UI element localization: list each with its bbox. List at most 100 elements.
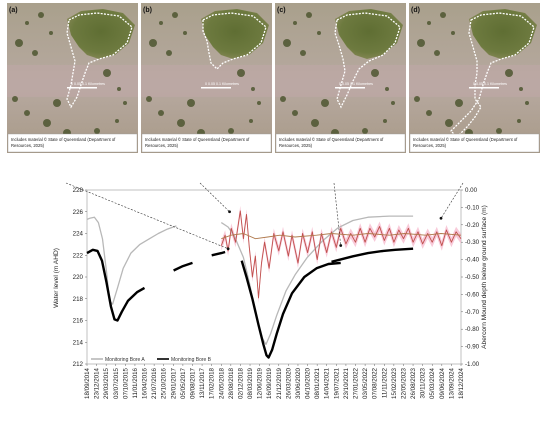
series-layer — [86, 210, 462, 359]
y2-axis-label: Abercorn Mound depth below ground surfac… — [481, 205, 488, 349]
credit-text: Resources, 2025) — [279, 143, 313, 148]
credit-box — [141, 133, 272, 153]
x-tick-label: 26/08/2023 — [410, 367, 417, 399]
panel-strip — [275, 65, 406, 97]
tree — [53, 99, 61, 107]
scale-bar — [335, 87, 365, 89]
series-bore-b — [331, 247, 414, 263]
y2-tick-label: -0.20 — [465, 222, 480, 229]
tree — [177, 119, 185, 127]
x-tick-label: 21/12/2019 — [276, 367, 283, 399]
x-tick-label: 05/03/2024 — [429, 367, 436, 399]
y-tick-label: 218 — [73, 296, 84, 303]
tree — [283, 39, 291, 47]
tree — [249, 119, 253, 123]
tree — [306, 12, 312, 18]
tree — [427, 21, 431, 25]
y-tick-label: 222 — [73, 252, 84, 259]
credit-text: Includes material © State of Queensland … — [279, 137, 384, 142]
x-tick-label: 30/06/2020 — [295, 367, 302, 399]
y-tick-label: 212 — [73, 361, 84, 368]
y-tick-label: 214 — [73, 339, 84, 346]
credit-box — [409, 133, 540, 153]
mound-depth-band — [221, 205, 461, 303]
y-axis-left: 212 214 216 218 220 222 224 226 228 — [73, 187, 87, 368]
tree — [25, 21, 29, 25]
tree — [146, 96, 152, 102]
series-bore-b — [86, 248, 146, 322]
x-tick-label: 16/09/2019 — [266, 367, 273, 399]
panel-strip — [141, 65, 272, 97]
x-tick-label: 25/10/2016 — [161, 367, 168, 399]
connector-arrow-3 — [339, 244, 343, 247]
x-tick-label: 07/10/2015 — [122, 367, 129, 399]
scale-label: 0 0.05 0.1 Kilometres — [71, 82, 105, 86]
x-tick-label: 18/09/2014 — [84, 367, 91, 399]
series-mound-depth — [220, 210, 462, 299]
series-bore-b — [240, 260, 341, 359]
tree — [293, 21, 297, 25]
y2-tick-label: 0.00 — [465, 187, 478, 194]
x-tick-label: 08/01/2021 — [314, 367, 321, 399]
x-tick-label: 27/01/2022 — [353, 367, 360, 399]
tree — [49, 31, 53, 35]
credit-box — [7, 133, 138, 153]
x-tick-label: 17/02/2018 — [209, 367, 216, 399]
plot-area — [86, 189, 462, 365]
tree — [38, 12, 44, 18]
satellite-panel-2: 0 0.05 0.1 Kilometres (b) Includes materia… — [141, 3, 272, 153]
x-tick-label: 07/08/2022 — [372, 367, 379, 399]
x-tick-label: 05/05/2017 — [180, 367, 187, 399]
y2-tick-label: -0.80 — [465, 326, 480, 333]
scale-bar — [201, 87, 231, 89]
mound-boundary — [334, 12, 401, 109]
series-bore-a — [86, 216, 177, 305]
tree — [280, 96, 286, 102]
y2-tick-label: -0.40 — [465, 257, 480, 264]
y2-tick-label: -0.50 — [465, 274, 480, 281]
scale-label: 0 0.05 0.1 Kilometres — [339, 82, 373, 86]
mound-vegetation — [335, 9, 403, 59]
tree — [505, 69, 513, 77]
y2-tick-label: -0.10 — [465, 204, 480, 211]
tree — [149, 39, 157, 47]
panel-strip — [7, 65, 138, 97]
mound-boundary — [202, 12, 267, 70]
tree — [159, 21, 163, 25]
mound-boundary — [66, 12, 133, 109]
series-bore-b — [173, 261, 193, 272]
y-tick-label: 226 — [73, 209, 84, 216]
mound-vegetation — [469, 9, 537, 59]
x-tick-label: 30/11/2023 — [420, 367, 427, 398]
x-tick-label: 15/02/2023 — [391, 367, 398, 399]
credit-text: Includes material © State of Queensland … — [145, 137, 250, 142]
mound-band-layer — [221, 205, 461, 303]
tree — [123, 101, 127, 105]
x-tick-label: 13/09/2024 — [448, 367, 455, 399]
tree — [158, 110, 164, 116]
satellite-panel-4: 0 0.05 0.1 Kilometres (d) Includes materia… — [409, 3, 540, 153]
tree — [426, 110, 432, 116]
tree — [94, 128, 100, 134]
tree — [496, 128, 502, 134]
mound-boundary — [450, 12, 535, 138]
legend: Monitoring Bore A Monitoring Bore B — [91, 357, 212, 363]
tree — [172, 12, 178, 18]
satellite-panel-1: 0 0.05 0.1 Kilometres (a) Includes materia… — [7, 3, 138, 153]
satellite-panels: 0 0.05 0.1 Kilometres (a) Includes materia… — [7, 3, 540, 153]
x-axis: 18/09/2014 23/12/2014 29/03/2015 03/07/2015… — [84, 364, 465, 399]
tree — [362, 128, 368, 134]
tree — [417, 39, 425, 47]
credit-box — [275, 133, 406, 153]
tree — [321, 99, 329, 107]
x-tick-label: 28/08/2018 — [228, 367, 235, 399]
x-tick-label: 09/06/2024 — [439, 367, 446, 399]
y2-tick-label: -0.90 — [465, 344, 480, 351]
connector-1 — [65, 182, 229, 250]
x-tick-label: 19/07/2021 — [333, 367, 340, 399]
x-tick-label: 11/01/2016 — [132, 367, 139, 398]
panel-strip — [409, 65, 540, 97]
x-tick-label: 21/07/2016 — [151, 367, 158, 399]
tree — [440, 12, 446, 18]
